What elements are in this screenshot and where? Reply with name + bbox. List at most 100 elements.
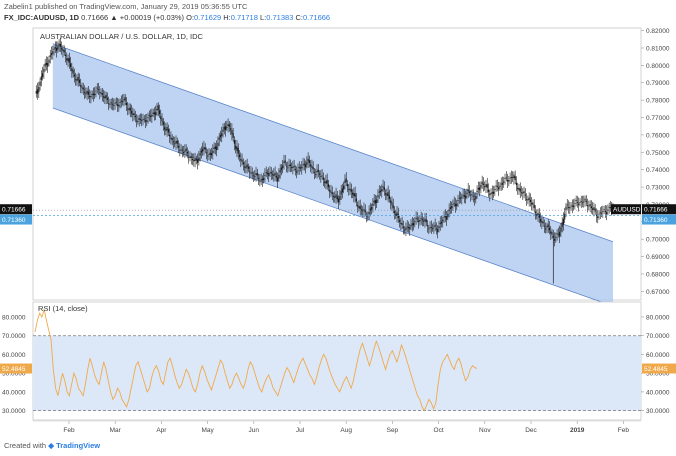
- candle-body: [520, 192, 523, 194]
- candle-body: [193, 159, 195, 162]
- candle-body: [184, 150, 186, 152]
- candle-body: [191, 158, 194, 161]
- candle-body: [325, 181, 327, 184]
- candle-body: [224, 126, 227, 131]
- candle-body: [349, 188, 351, 191]
- tradingview-logo[interactable]: ◆ TradingView: [48, 441, 100, 450]
- candle-body: [496, 186, 498, 187]
- candle-body: [449, 207, 451, 209]
- candle-body: [466, 192, 468, 195]
- candle-body: [132, 113, 134, 116]
- candle-body: [320, 175, 322, 177]
- candle-body: [291, 166, 293, 168]
- candle-body: [188, 156, 190, 158]
- candle-body: [181, 149, 183, 151]
- time-tick-label: May: [201, 427, 214, 434]
- candle-body: [407, 227, 410, 229]
- candle-body: [553, 238, 556, 241]
- candle-body: [219, 135, 222, 138]
- candle-body: [100, 92, 102, 94]
- candle-body: [440, 221, 443, 224]
- candle-body: [555, 237, 557, 239]
- last-price-tag-left-bg: [0, 204, 32, 215]
- candle-body: [127, 108, 129, 110]
- candle-body: [250, 172, 252, 174]
- candle-body: [200, 150, 203, 153]
- rsi-axis[interactable]: 80.0000 80.0000 70.0000 70.0000 60.0000 60.00…: [2, 314, 670, 415]
- candle-body: [289, 164, 291, 166]
- channel-upper-line[interactable]: [52, 43, 614, 243]
- rsi-tick-label: 50.0000: [646, 371, 670, 378]
- candle-body: [367, 216, 369, 218]
- candle-body: [279, 170, 281, 173]
- candle-body: [385, 193, 387, 195]
- chart-canvas[interactable]: AUSTRALIAN DOLLAR / U.S. DOLLAR, 1D, IDC…: [0, 24, 676, 438]
- candle-body: [559, 231, 561, 237]
- candle-body: [152, 112, 154, 114]
- last-price-tag-left: 0.71666: [2, 207, 26, 214]
- candle-body: [118, 104, 120, 107]
- channel-lower-line[interactable]: [52, 107, 614, 307]
- candle-body: [36, 89, 39, 94]
- candle-body: [308, 160, 310, 163]
- candle-body: [64, 54, 67, 56]
- rsi-pane[interactable]: RSI (14, close) 80.0000 80.0000 70.0000 70.…: [0, 301, 676, 421]
- candle-body: [273, 174, 275, 176]
- candle-body: [90, 95, 92, 98]
- candle-body: [139, 119, 142, 120]
- candle-body: [484, 186, 486, 188]
- candle-body: [363, 208, 365, 211]
- candle-body: [207, 155, 209, 157]
- candle-body: [594, 208, 596, 212]
- candle-body: [458, 197, 460, 199]
- candle-body: [317, 169, 319, 172]
- author-name[interactable]: Zabelin1: [4, 2, 33, 11]
- candle-body: [194, 158, 196, 161]
- trend-channel[interactable]: [52, 43, 614, 307]
- candle-body: [500, 183, 502, 185]
- candle-body: [223, 126, 225, 130]
- candle-body: [433, 226, 435, 228]
- candle-body: [487, 189, 490, 192]
- price-axis[interactable]: 0.82000 0.81000 0.80000 0.79000 0.78000 0.770…: [641, 28, 670, 296]
- candle-body: [470, 194, 472, 196]
- candle-body: [519, 188, 521, 192]
- price-pane[interactable]: AUSTRALIAN DOLLAR / U.S. DOLLAR, 1D, IDC…: [0, 27, 676, 307]
- candle-body: [43, 68, 45, 73]
- candle-body: [346, 184, 349, 187]
- candle-body: [435, 228, 438, 230]
- price-tick-label: 0.77000: [646, 115, 670, 122]
- candle-body: [453, 202, 455, 204]
- candle-body: [153, 112, 156, 115]
- candle-body: [585, 200, 587, 203]
- candle-body: [448, 209, 450, 212]
- rsi-band: [33, 335, 641, 411]
- candle-body: [179, 149, 181, 151]
- time-axis[interactable]: Feb Mar Apr May Jun Jul Aug Sep Oct Nov Dec 2019 Feb: [33, 420, 641, 434]
- symbol-tag-bg: [611, 204, 641, 215]
- rsi-tick-label-left: 60.0000: [2, 352, 26, 359]
- candle-body: [133, 113, 135, 116]
- candle-body: [609, 207, 612, 209]
- candle-body: [404, 229, 406, 231]
- candle-body: [292, 167, 294, 168]
- symbol-tag: AUDUSD: [613, 207, 641, 214]
- candle-body: [452, 204, 454, 205]
- candle-body: [210, 153, 213, 156]
- candle-body: [167, 129, 169, 133]
- candle-body: [341, 188, 344, 193]
- candle-body: [327, 184, 330, 188]
- candle-body: [429, 227, 431, 229]
- candle-body: [378, 191, 380, 193]
- candle-body: [421, 219, 424, 221]
- candle-body: [115, 101, 117, 103]
- rsi-line[interactable]: [34, 309, 478, 412]
- rsi-tick-label-left: 40.0000: [2, 389, 26, 396]
- candle-body: [443, 216, 445, 218]
- candle-body: [509, 177, 511, 179]
- candle-body: [425, 219, 427, 223]
- candle-body: [148, 114, 150, 116]
- candle-body: [565, 206, 567, 211]
- candle-body: [396, 212, 398, 216]
- candle-body: [329, 189, 331, 192]
